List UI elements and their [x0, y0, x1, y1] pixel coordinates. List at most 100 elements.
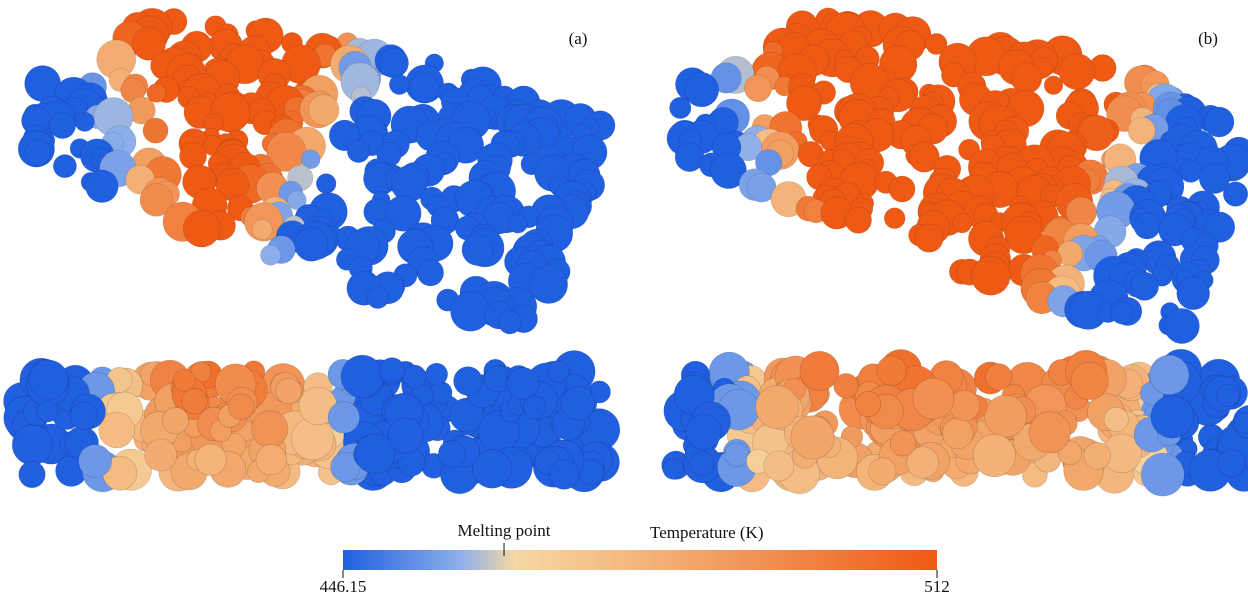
particle	[523, 396, 546, 419]
particle	[75, 112, 94, 131]
particle	[403, 365, 426, 388]
particle	[915, 224, 943, 252]
particle	[389, 74, 409, 94]
figure: (a) (b) Temperature (K) 446.15512Melting…	[0, 0, 1248, 596]
melting-point-label: Melting point	[458, 521, 551, 540]
particle	[12, 425, 52, 465]
particle	[1151, 395, 1194, 438]
particle	[1071, 362, 1108, 399]
particle	[308, 95, 339, 126]
colorbar-max-label: 512	[924, 577, 950, 596]
particle	[913, 378, 954, 419]
particle	[690, 451, 714, 475]
particle	[670, 97, 691, 118]
particle	[547, 361, 569, 383]
particle	[379, 48, 409, 78]
particle	[438, 440, 465, 467]
particle	[143, 118, 168, 143]
particle	[252, 411, 288, 447]
particle	[985, 395, 1027, 437]
particle	[1128, 117, 1155, 144]
particle	[70, 402, 98, 430]
particle	[508, 214, 527, 233]
particle	[347, 140, 369, 162]
particle	[256, 444, 287, 475]
particle	[800, 351, 839, 390]
particle	[744, 75, 771, 102]
particle	[450, 291, 490, 331]
particle	[260, 245, 280, 265]
particle	[1084, 442, 1111, 469]
particle	[890, 431, 916, 457]
panel-label: (b)	[1198, 29, 1218, 48]
particle	[29, 360, 68, 399]
particle	[1111, 302, 1134, 325]
particle	[1029, 412, 1070, 453]
particle	[498, 311, 521, 334]
particle	[971, 256, 1010, 295]
particle	[1141, 453, 1184, 496]
particle	[884, 208, 905, 229]
particle	[725, 443, 749, 467]
particle	[19, 461, 46, 488]
particle	[379, 358, 404, 383]
particle	[855, 391, 880, 416]
particle	[53, 155, 76, 178]
particle	[417, 259, 444, 286]
particle	[1059, 54, 1095, 90]
colorbar	[343, 550, 937, 570]
particle	[889, 176, 915, 202]
particle	[462, 234, 494, 266]
particle	[79, 444, 112, 477]
particle	[845, 207, 871, 233]
particle	[1149, 355, 1189, 395]
particle	[1130, 272, 1158, 300]
colorbar-min-label: 446.15	[320, 577, 367, 596]
particle	[183, 210, 220, 247]
particle	[341, 355, 384, 398]
particle	[454, 367, 483, 396]
particle	[252, 220, 272, 240]
particle	[877, 356, 907, 386]
particle	[182, 388, 208, 414]
particle	[145, 439, 177, 471]
particle	[388, 418, 423, 453]
particle	[869, 458, 896, 485]
panel-label: (a)	[569, 29, 588, 48]
particle	[507, 367, 539, 399]
particle	[756, 385, 799, 428]
particle	[529, 265, 567, 303]
particle	[561, 386, 595, 420]
particle	[1204, 107, 1234, 137]
particle	[942, 418, 973, 449]
particle	[276, 378, 302, 404]
particle	[410, 73, 440, 103]
particle	[294, 228, 328, 262]
particle	[834, 373, 859, 398]
particle	[684, 72, 719, 107]
particle	[973, 434, 1016, 477]
particle	[549, 460, 579, 490]
particle	[764, 451, 794, 481]
particle	[1177, 277, 1210, 310]
particle	[1134, 212, 1161, 239]
particle	[49, 113, 75, 139]
particle	[195, 444, 227, 476]
particle	[228, 394, 254, 420]
particle	[952, 214, 971, 233]
particle	[1104, 407, 1128, 431]
particle	[173, 369, 195, 391]
particle	[1217, 384, 1239, 406]
particle	[162, 407, 189, 434]
particle	[367, 287, 389, 309]
particle	[686, 414, 722, 450]
particle	[37, 401, 58, 422]
particle	[985, 364, 1012, 391]
particle	[663, 458, 684, 479]
particle	[1044, 76, 1063, 95]
particle	[1164, 308, 1199, 343]
particle	[791, 416, 834, 459]
particle	[425, 363, 447, 385]
particle	[328, 402, 360, 434]
particle	[1223, 182, 1248, 207]
